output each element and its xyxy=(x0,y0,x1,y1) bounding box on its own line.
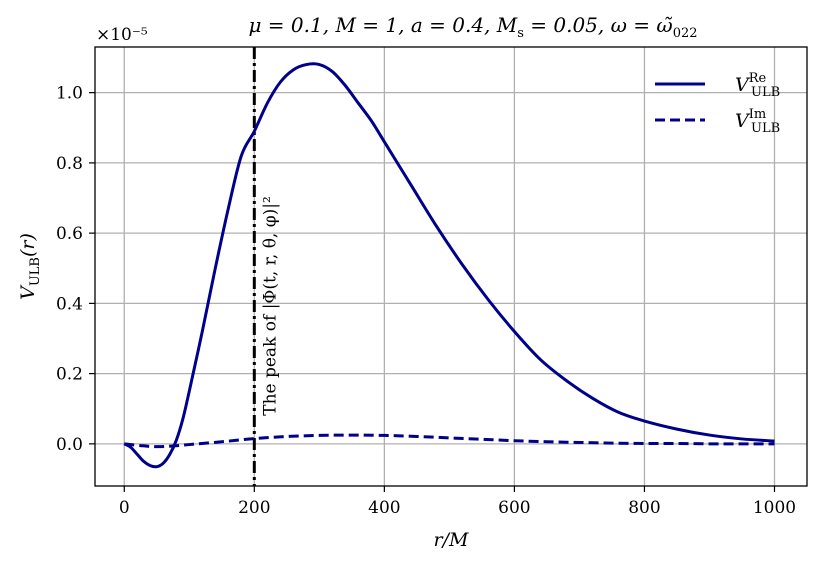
y-tick-label: 0.6 xyxy=(56,224,83,244)
y-tick-label: 0.8 xyxy=(56,154,83,174)
y-axis-label: VULB(r) xyxy=(17,233,43,300)
legend-label-re: VRe ULB xyxy=(735,71,780,100)
series-line-im xyxy=(124,433,775,449)
legend-label-im: VIm ULB xyxy=(735,107,780,136)
x-tick-label: 600 xyxy=(498,498,530,518)
series-line-re xyxy=(123,62,775,469)
y-multiplier-label: ×10⁻⁵ xyxy=(96,25,148,45)
y-tick-label: 1.0 xyxy=(56,84,83,104)
x-tick-label: 0 xyxy=(119,498,130,518)
plot-frame xyxy=(94,46,808,487)
chart-title: μ = 0.1, M = 1, a = 0.4, Ms = 0.05, ω = … xyxy=(248,13,697,41)
ticks: 0 200 400 600 800 1000 0.0 0.2 0.4 0.6 0.8 1.0 xyxy=(56,84,796,518)
series-layer xyxy=(123,62,775,469)
x-tick-label: 800 xyxy=(628,498,660,518)
x-axis-label: r/M xyxy=(434,529,469,551)
peak-annotation-text: The peak of |Φ(t, r, θ, φ)|² xyxy=(260,196,280,416)
y-tick-label: 0.2 xyxy=(56,365,83,385)
y-tick-label: 0.4 xyxy=(56,294,83,314)
x-tick-label: 200 xyxy=(238,498,270,518)
grid xyxy=(95,47,807,486)
y-tick-label: 0.0 xyxy=(56,435,83,455)
x-tick-label: 1000 xyxy=(753,498,796,518)
legend: VRe ULB VIm ULB xyxy=(655,71,780,136)
x-tick-label: 400 xyxy=(368,498,400,518)
